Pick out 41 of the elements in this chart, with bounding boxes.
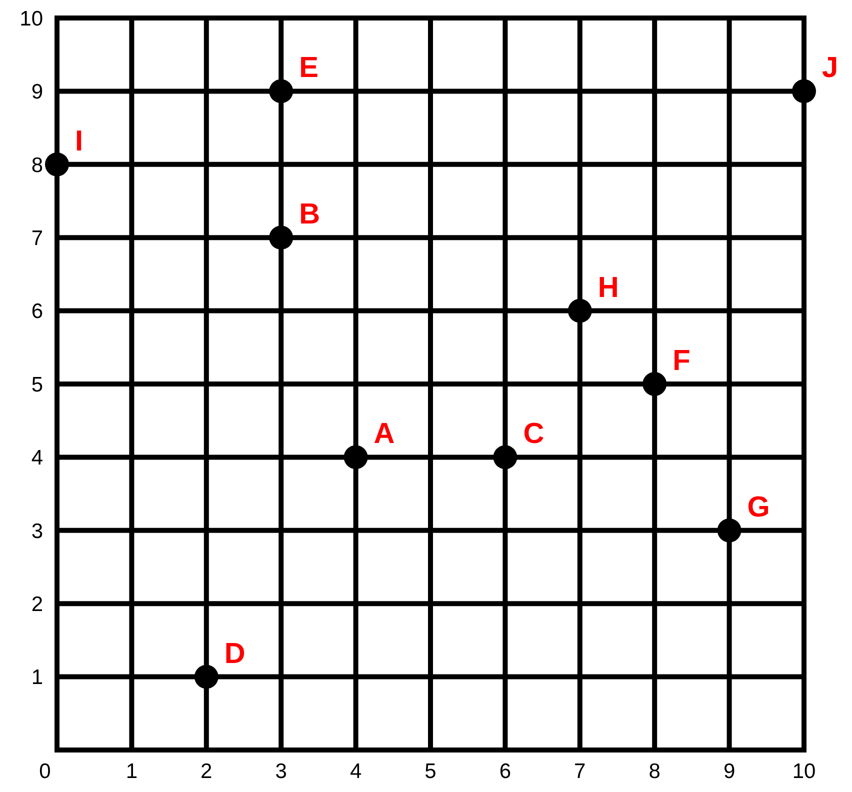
y-tick-label: 1 <box>31 666 43 690</box>
x-tick-label: 5 <box>424 760 436 783</box>
x-tick-label: 7 <box>574 760 586 783</box>
annotation: D <box>224 638 246 670</box>
annotation: E <box>299 52 318 84</box>
point <box>344 445 368 470</box>
x-tick-label: 2 <box>200 760 212 783</box>
point <box>45 152 69 176</box>
annotation: B <box>299 198 320 231</box>
x-tick-label: 4 <box>350 760 362 783</box>
point <box>194 664 218 689</box>
x-tick-label: 1 <box>126 760 138 783</box>
annotation: C <box>523 418 544 450</box>
annotation: H <box>598 272 619 304</box>
y-tick-label: 2 <box>31 592 43 616</box>
annotation: J <box>822 52 838 84</box>
annotation: G <box>747 491 770 524</box>
point <box>642 372 667 396</box>
y-tick-label: 6 <box>31 300 43 324</box>
y-tick-label: 4 <box>31 446 44 470</box>
point <box>493 445 518 470</box>
x-tick-label: 10 <box>792 760 816 783</box>
y-tick-label: 5 <box>31 373 43 396</box>
annotation: A <box>374 418 395 450</box>
x-tick-label: 6 <box>499 760 512 783</box>
y-tick-label: 7 <box>31 226 43 250</box>
point <box>717 518 742 542</box>
y-tick-label: 8 <box>31 154 43 177</box>
x-tick-label: 8 <box>648 760 660 783</box>
point <box>269 79 294 104</box>
y-tick-label: 9 <box>31 80 43 104</box>
point <box>269 226 294 250</box>
point <box>792 79 816 104</box>
y-tick-label: 3 <box>31 520 43 543</box>
x-tick-label: 9 <box>723 760 736 783</box>
x-tick-label: 0 <box>39 760 51 783</box>
y-tick-label: 10 <box>20 7 43 30</box>
x-tick-label: 3 <box>275 760 287 783</box>
point <box>568 298 592 323</box>
annotation: F <box>672 345 690 377</box>
annotation: I <box>75 125 84 158</box>
